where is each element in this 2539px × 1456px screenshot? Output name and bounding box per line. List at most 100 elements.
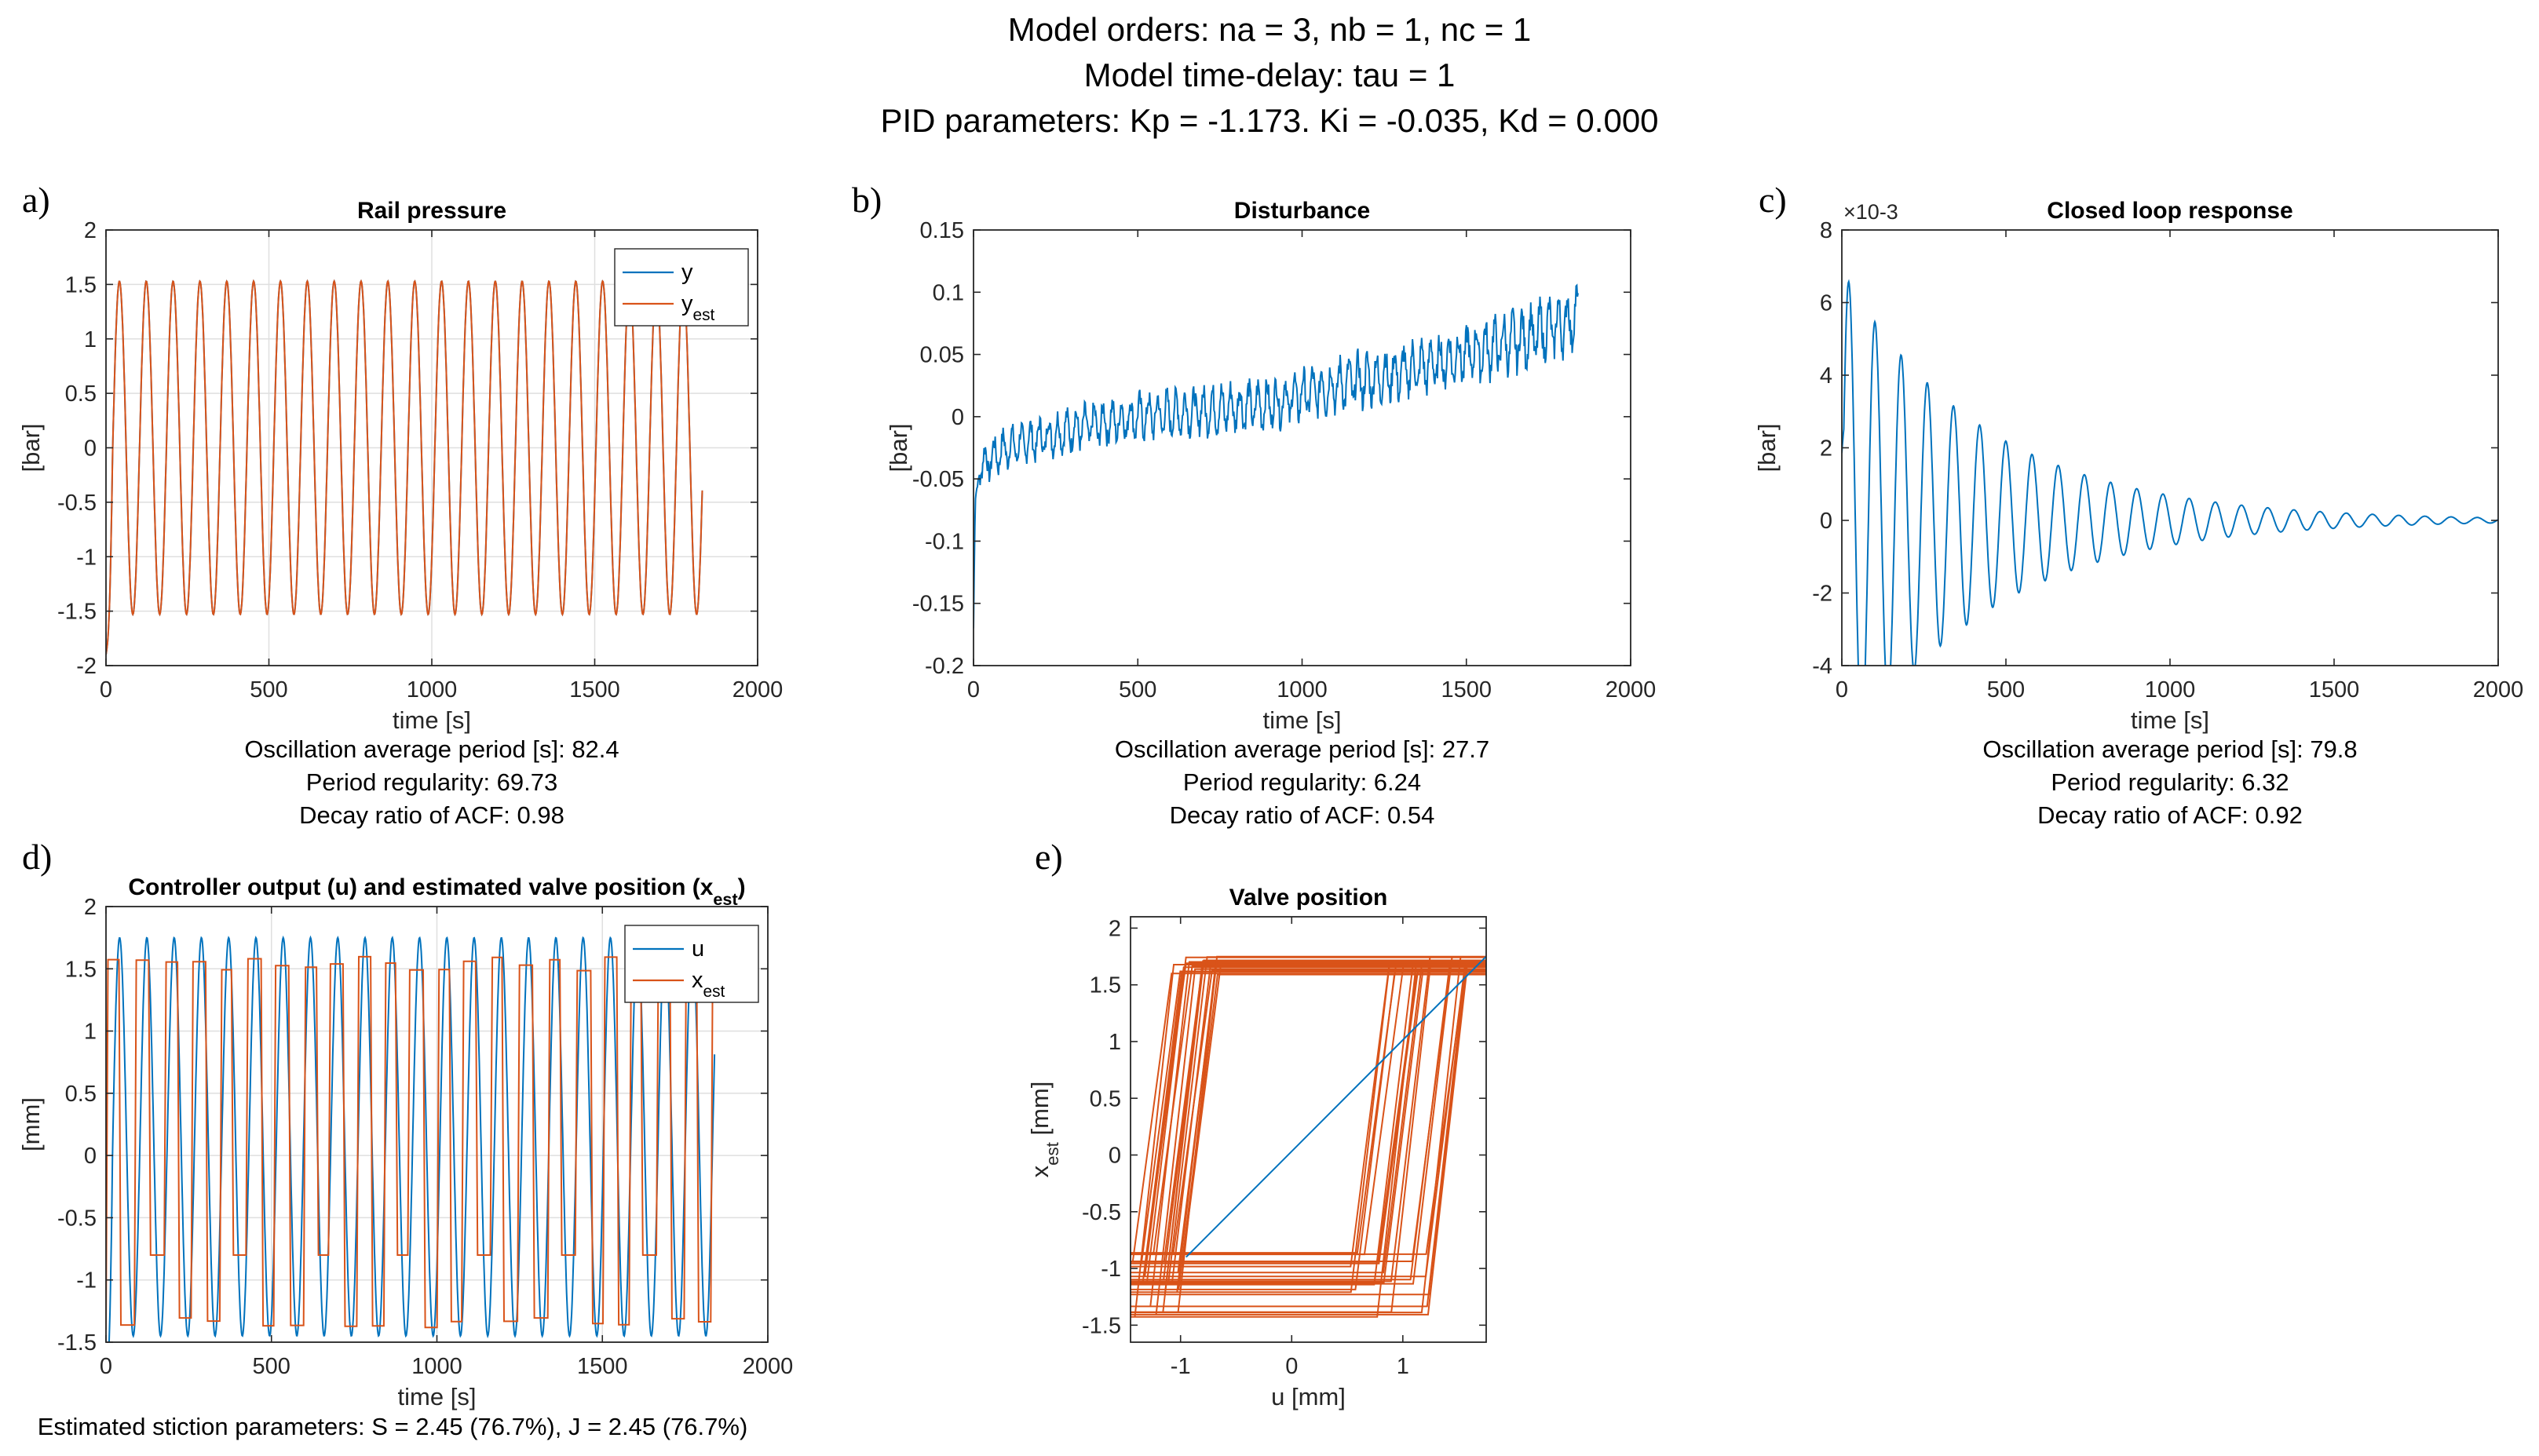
y-axis-label: [bar] <box>885 423 912 472</box>
x-tick-label: 2000 <box>1606 677 1657 702</box>
y-tick-label: -0.2 <box>925 654 964 679</box>
chart-note: Oscillation average period [s]: 82.4 <box>244 735 619 763</box>
y-tick-label: -0.5 <box>57 491 97 516</box>
y-axis-label: xest [mm] <box>1026 1082 1062 1178</box>
x-tick-label: 500 <box>250 677 287 702</box>
y-tick-label: -2 <box>76 654 97 679</box>
x-tick-label: 1000 <box>411 1354 462 1379</box>
chart-note: Oscillation average period [s]: 79.8 <box>1982 735 2357 763</box>
series-line-d-1 <box>106 955 715 1330</box>
legend-label: yest <box>681 291 715 324</box>
y-tick-label: -1.5 <box>57 600 97 625</box>
x-tick-label: 1500 <box>2309 677 2360 702</box>
y-tick-label: 4 <box>1820 363 1832 389</box>
x-axis-label: time [s] <box>1263 706 1342 734</box>
y-tick-label: -0.15 <box>912 592 964 617</box>
axis-exponent-label: ×10-3 <box>1843 200 1898 224</box>
header-line-2: Model time-delay: tau = 1 <box>1084 57 1456 93</box>
chart-panel-e: -1 0 1 -1.5 -1 -0.5 0 0.5 1 1.5 2 Valve position u [… <box>1026 837 1487 1410</box>
chart-note: Estimated stiction parameters: S = 2.45 … <box>38 1413 748 1440</box>
series-line-a-1 <box>106 279 703 655</box>
chart-title: Closed loop response <box>2047 198 2292 224</box>
panel-letter: a) <box>22 180 50 220</box>
y-tick-label: 1 <box>84 327 97 352</box>
header-line-1: Model orders: na = 3, nb = 1, nc = 1 <box>1008 11 1532 48</box>
y-axis-label: [bar] <box>1753 423 1781 472</box>
y-tick-label: 0 <box>1109 1144 1121 1169</box>
y-axis-label: [mm] <box>17 1097 45 1151</box>
panel-letter: e) <box>1035 837 1063 877</box>
x-tick-label: 1000 <box>407 677 458 702</box>
y-tick-label: -0.5 <box>57 1206 97 1231</box>
panel-letter: b) <box>852 180 882 220</box>
plot-area <box>974 230 1631 666</box>
series-line-e-1 <box>1185 955 1486 1258</box>
series-line-e-loop <box>1131 968 1486 1316</box>
y-tick-label: 0.5 <box>65 381 97 407</box>
y-tick-label: -0.1 <box>925 529 964 554</box>
legend: u xest <box>624 925 759 1003</box>
legend-label: y <box>681 260 693 285</box>
series-line-e-loop <box>1131 961 1486 1308</box>
x-axis-label: u [mm] <box>1271 1383 1346 1410</box>
series-line-c-0 <box>1842 279 2498 666</box>
panel-letter: d) <box>22 837 52 877</box>
axes-box <box>1130 916 1487 1343</box>
y-tick-label: 0 <box>952 405 964 430</box>
y-tick-label: 6 <box>1820 291 1832 316</box>
y-tick-label: 8 <box>1820 218 1832 243</box>
figure-header: Model orders: na = 3, nb = 1, nc = 1 Mod… <box>880 11 1658 139</box>
y-tick-label: -1 <box>76 1268 97 1294</box>
x-tick-label: 1000 <box>1277 677 1328 702</box>
chart-panel-b: 0 500 1000 1500 2000 -0.2 -0.15 -0.1 -0.05 0 0.05 0… <box>852 180 1656 829</box>
series-line-b-0 <box>974 283 1579 629</box>
legend-box <box>624 925 759 1003</box>
y-tick-label: 0 <box>84 436 97 462</box>
chart-title: Disturbance <box>1234 198 1370 224</box>
chart-panel-a: 0 500 1000 1500 2000 -2 -1.5 -1 -0.5 0 0.5 1 1.5 2 Rai… <box>17 180 783 829</box>
y-tick-label: 2 <box>84 895 97 920</box>
panels: 0 500 1000 1500 2000 -2 -1.5 -1 -0.5 0 0.5 1 1.5 2 Rai… <box>17 180 2523 1440</box>
x-tick-label: 0 <box>100 677 112 702</box>
chart-note: Period regularity: 69.73 <box>306 768 558 796</box>
x-tick-label: 1500 <box>569 677 620 702</box>
y-tick-label: -0.5 <box>1082 1200 1121 1225</box>
series-line-e-loop <box>1131 955 1486 1314</box>
plot-area <box>1842 230 2498 666</box>
y-tick-label: 0.5 <box>1090 1086 1121 1111</box>
y-tick-label: -1 <box>76 545 97 570</box>
series-line-e-loop <box>1131 960 1486 1263</box>
chart-title: Rail pressure <box>357 198 506 224</box>
x-tick-label: 2000 <box>2473 677 2524 702</box>
x-tick-label: 500 <box>1119 677 1156 702</box>
series-line-d-0 <box>108 935 716 1342</box>
x-tick-label: -1 <box>1171 1354 1191 1379</box>
panel-letter: c) <box>1759 180 1787 220</box>
y-tick-label: -2 <box>1812 582 1832 607</box>
y-tick-label: 0.15 <box>920 218 964 243</box>
x-axis-label: time [s] <box>398 1383 477 1410</box>
legend: y yest <box>614 248 749 327</box>
x-tick-label: 0 <box>1285 1354 1298 1379</box>
series-line-e-loop <box>1131 971 1486 1283</box>
x-tick-label: 1000 <box>2145 677 2196 702</box>
chart-panel-d: 0 500 1000 1500 2000 -1.5 -1 -0.5 0 0.5 1 1.5 2 Contr… <box>17 837 793 1440</box>
legend-box <box>614 248 749 327</box>
chart-panel-c: 0 500 1000 1500 2000 -4 -2 0 2 4 6 8 ×10-3 Closed loo… <box>1753 180 2523 829</box>
legend-label: xest <box>692 968 725 1001</box>
x-axis-label: time [s] <box>2131 706 2209 734</box>
y-tick-label: 1.5 <box>1090 973 1121 998</box>
y-tick-label: -0.05 <box>912 467 964 492</box>
chart-title: Valve position <box>1229 885 1388 910</box>
chart-note: Period regularity: 6.32 <box>2051 768 2289 796</box>
x-tick-label: 500 <box>1987 677 2025 702</box>
y-tick-label: -1.5 <box>57 1330 97 1356</box>
y-tick-label: 0.05 <box>920 343 964 368</box>
chart-note: Decay ratio of ACF: 0.54 <box>1170 801 1435 829</box>
chart-title: Controller output (u) and estimated valv… <box>128 874 745 909</box>
y-tick-label: 0.5 <box>65 1082 97 1107</box>
y-tick-label: 1.5 <box>65 272 97 297</box>
chart-note: Oscillation average period [s]: 27.7 <box>1115 735 1489 763</box>
y-tick-label: 0 <box>84 1144 97 1169</box>
